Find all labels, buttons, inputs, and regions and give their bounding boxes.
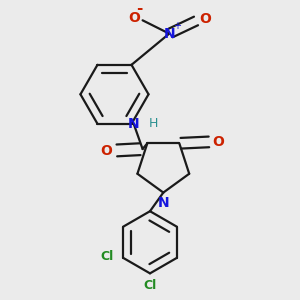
Text: O: O (100, 143, 112, 158)
Text: N: N (164, 27, 175, 40)
Text: N: N (158, 196, 169, 209)
Text: Cl: Cl (100, 250, 113, 263)
Text: +: + (173, 21, 181, 31)
Text: Cl: Cl (143, 279, 157, 292)
Text: H: H (149, 117, 158, 130)
Text: N: N (128, 117, 140, 131)
Text: O: O (128, 11, 140, 25)
Text: O: O (213, 135, 225, 149)
Text: O: O (200, 12, 212, 26)
Text: -: - (136, 1, 143, 16)
